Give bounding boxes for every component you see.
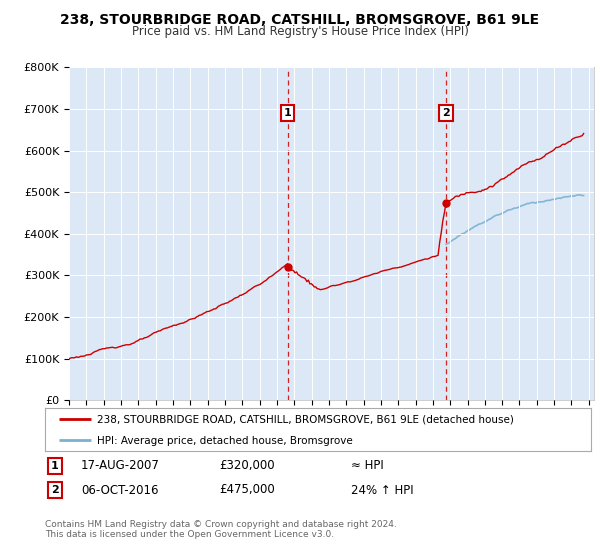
Text: £475,000: £475,000: [219, 483, 275, 497]
Text: 1: 1: [284, 108, 292, 118]
Text: 1: 1: [51, 461, 59, 471]
Text: 24% ↑ HPI: 24% ↑ HPI: [351, 483, 413, 497]
Text: Price paid vs. HM Land Registry's House Price Index (HPI): Price paid vs. HM Land Registry's House …: [131, 25, 469, 38]
Text: 238, STOURBRIDGE ROAD, CATSHILL, BROMSGROVE, B61 9LE: 238, STOURBRIDGE ROAD, CATSHILL, BROMSGR…: [61, 13, 539, 27]
Text: 238, STOURBRIDGE ROAD, CATSHILL, BROMSGROVE, B61 9LE (detached house): 238, STOURBRIDGE ROAD, CATSHILL, BROMSGR…: [97, 415, 514, 424]
Text: Contains HM Land Registry data © Crown copyright and database right 2024.
This d: Contains HM Land Registry data © Crown c…: [45, 520, 397, 539]
Text: 06-OCT-2016: 06-OCT-2016: [81, 483, 158, 497]
Text: £320,000: £320,000: [219, 459, 275, 473]
Text: 17-AUG-2007: 17-AUG-2007: [81, 459, 160, 473]
Text: 2: 2: [51, 485, 59, 495]
Text: HPI: Average price, detached house, Bromsgrove: HPI: Average price, detached house, Brom…: [97, 436, 353, 446]
Text: ≈ HPI: ≈ HPI: [351, 459, 384, 473]
Text: 2: 2: [442, 108, 450, 118]
